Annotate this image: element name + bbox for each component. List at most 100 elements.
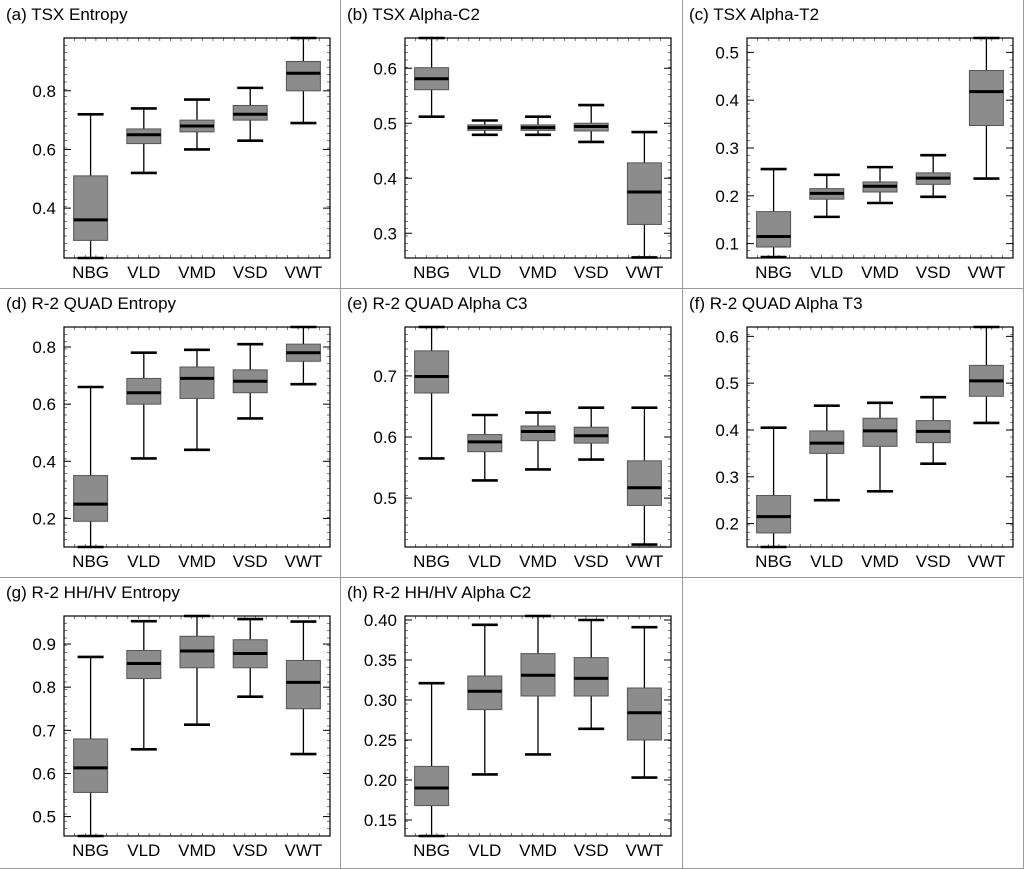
- chart-title: (d) R-2 QUAD Entropy: [6, 294, 177, 313]
- x-tick-label: VMD: [178, 552, 216, 571]
- y-tick-label: 0.6: [32, 764, 56, 783]
- x-tick-label: VWT: [285, 263, 323, 282]
- box-vld: [809, 404, 845, 502]
- chart-panel: (d) R-2 QUAD Entropy 0.2 0.4 0.6 0.8 NBG VLD VM…: [0, 289, 341, 578]
- y-tick-label: 0.5: [373, 489, 397, 508]
- plot-frame: [63, 326, 331, 548]
- iqr-box: [73, 475, 109, 522]
- y-tick-label: 0.4: [715, 421, 739, 440]
- x-tick-label: VMD: [519, 841, 557, 860]
- y-tick-label: 0.5: [373, 114, 397, 133]
- iqr-box: [285, 60, 321, 92]
- iqr-box: [414, 765, 450, 807]
- iqr-box: [573, 657, 609, 697]
- y-tick-label: 0.25: [364, 731, 397, 750]
- y-tick-label: 0.8: [32, 678, 56, 697]
- box-vmd: [862, 401, 898, 493]
- boxplot-chart: 0.2 0.4 0.6 0.8 NBG VLD VMD VSD VWT: [32, 325, 331, 571]
- y-tick-label: 0.4: [32, 452, 56, 471]
- x-tick-label: VSD: [233, 552, 268, 571]
- box-vld: [809, 173, 845, 219]
- x-tick-label: VMD: [178, 841, 216, 860]
- chart-title: (e) R-2 QUAD Alpha C3: [347, 294, 528, 313]
- boxplot-chart: 0.2 0.3 0.4 0.5 0.6 NBG VLD VMD VSD VWT: [715, 325, 1014, 571]
- box-vwt: [285, 620, 321, 756]
- x-tick-label: VMD: [861, 552, 899, 571]
- x-tick-label: NBG: [755, 263, 792, 282]
- y-tick-label: 0.2: [715, 187, 739, 206]
- x-tick-label: NBG: [72, 552, 109, 571]
- x-tick-label: VLD: [127, 552, 160, 571]
- x-tick-label: VWT: [626, 263, 664, 282]
- x-tick-label: VSD: [574, 263, 609, 282]
- iqr-box: [968, 70, 1004, 127]
- x-tick-label: NBG: [413, 263, 450, 282]
- y-tick-label: 0.9: [32, 635, 56, 654]
- box-vmd: [520, 411, 556, 471]
- box-vsd: [232, 617, 268, 698]
- y-tick-label: 0.5: [32, 808, 56, 827]
- iqr-box: [626, 162, 662, 225]
- iqr-box: [73, 738, 109, 793]
- chart-panel: (g) R-2 HH/HV Entropy 0.5 0.6 0.7 0.8 0.9 NBG V…: [0, 578, 341, 869]
- y-tick-label: 0.2: [32, 509, 56, 528]
- box-vwt: [285, 325, 321, 386]
- box-nbg: [73, 655, 109, 838]
- box-vsd: [573, 406, 609, 461]
- box-vld: [467, 623, 503, 776]
- iqr-box: [467, 675, 503, 711]
- box-vmd: [520, 115, 556, 137]
- y-tick-label: 0.6: [32, 395, 56, 414]
- chart-panel: (h) R-2 HH/HV Alpha C2 0.15 0.20 0.25 0.30 0.…: [341, 578, 683, 869]
- plot-frame: [746, 37, 1014, 259]
- box-vmd: [179, 348, 215, 452]
- y-tick-label: 0.6: [715, 327, 739, 346]
- box-vld: [467, 413, 503, 482]
- y-tick-label: 0.4: [373, 169, 397, 188]
- x-tick-label: VSD: [916, 263, 951, 282]
- x-tick-label: VLD: [810, 263, 843, 282]
- y-tick-label: 0.2: [715, 515, 739, 534]
- x-tick-label: VLD: [468, 841, 501, 860]
- x-tick-label: VWT: [626, 552, 664, 571]
- box-vld: [467, 119, 503, 137]
- y-tick-label: 0.4: [715, 91, 739, 110]
- x-tick-label: VWT: [285, 841, 323, 860]
- boxplot-chart: 0.15 0.20 0.25 0.30 0.35 0.40 NBG VLD VMD VSD VWT: [364, 611, 672, 860]
- y-tick-label: 0.6: [32, 140, 56, 159]
- box-vsd: [915, 395, 951, 465]
- plot-frame: [404, 615, 672, 837]
- box-nbg: [414, 325, 450, 460]
- y-tick-label: 0.4: [32, 199, 56, 218]
- box-vwt: [968, 325, 1004, 425]
- box-vld: [126, 619, 162, 751]
- chart-title: (h) R-2 HH/HV Alpha C2: [347, 583, 532, 602]
- x-tick-label: NBG: [72, 841, 109, 860]
- plot-frame: [63, 615, 331, 837]
- chart-panel: (f) R-2 QUAD Alpha T3 0.2 0.3 0.4 0.5 0.6 NBG V…: [683, 289, 1024, 578]
- chart-title: (c) TSX Alpha-T2: [689, 5, 820, 24]
- box-vld: [126, 351, 162, 460]
- x-tick-label: VMD: [861, 263, 899, 282]
- x-tick-label: VLD: [468, 263, 501, 282]
- iqr-box: [756, 495, 792, 534]
- chart-title: (g) R-2 HH/HV Entropy: [6, 583, 180, 602]
- x-tick-label: VWT: [285, 552, 323, 571]
- iqr-box: [73, 175, 109, 241]
- x-tick-label: NBG: [413, 552, 450, 571]
- x-tick-label: VMD: [519, 552, 557, 571]
- y-tick-label: 0.15: [364, 811, 397, 830]
- box-nbg: [414, 36, 450, 118]
- x-tick-label: VLD: [127, 263, 160, 282]
- box-vwt: [626, 625, 662, 779]
- empty-panel: [683, 578, 1024, 869]
- chart-panel: (b) TSX Alpha-C2 0.3 0.4 0.5 0.6 NBG VLD VMD VSD…: [341, 0, 683, 289]
- x-tick-label: VSD: [233, 263, 268, 282]
- box-nbg: [756, 426, 792, 549]
- y-tick-label: 0.3: [715, 139, 739, 158]
- y-tick-label: 0.3: [373, 224, 397, 243]
- box-vsd: [573, 103, 609, 144]
- box-vsd: [232, 342, 268, 420]
- chart-panel: (c) TSX Alpha-T2 0.1 0.2 0.3 0.4 0.5 NBG VLD VMD…: [683, 0, 1024, 289]
